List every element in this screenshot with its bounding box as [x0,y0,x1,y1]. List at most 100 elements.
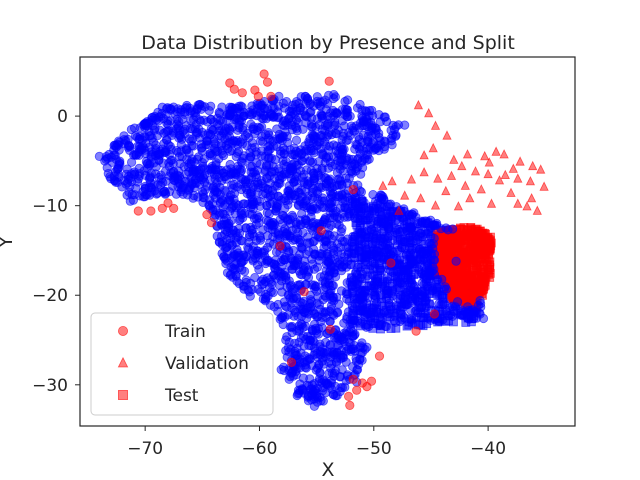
train-point [146,206,156,216]
train-point [307,380,317,390]
train-point [362,381,372,392]
train-point [294,357,305,367]
validation-point [406,174,417,184]
validation-point [494,175,505,185]
train-point [327,295,337,305]
train-point [288,235,298,245]
plot-frame [79,56,576,427]
validation-point [416,193,426,203]
train-point [374,351,385,361]
train-point [275,133,285,143]
train-point [273,227,283,237]
test-point [447,290,457,300]
validation-point [500,169,510,180]
train-point [383,224,394,234]
train-point [124,171,134,181]
validation-point [400,190,410,200]
train-point [232,113,242,124]
train-point [270,220,280,230]
train-point [157,102,167,112]
y-tick-label: −30 [32,376,68,396]
train-point [369,226,380,237]
train-point [299,201,309,211]
train-point [114,172,124,182]
train-point [411,312,421,322]
train-point [211,158,221,168]
train-point [237,265,247,275]
legend-item-test: Test [118,386,199,406]
validation-present-points [378,99,549,215]
validation-point [470,166,481,176]
train-point [226,190,236,200]
train-point [364,154,374,164]
train-point [429,264,439,274]
test-point [441,261,451,271]
train-point [451,256,461,266]
train-point [347,301,357,311]
train-point [333,330,343,340]
train-point [383,232,393,242]
train-point [238,250,248,260]
train-point [281,97,292,107]
train-point [324,76,334,86]
legend-label: Train [164,322,206,342]
train-point [312,262,322,272]
train-point [261,215,272,225]
train-point [231,169,241,180]
train-point [311,281,321,291]
train-point [336,203,346,213]
train-point [322,379,333,389]
train-point [439,299,449,309]
train-point [338,350,348,360]
train-point [322,249,332,259]
train-point [351,353,361,363]
test-point [470,273,479,283]
train-point [309,401,319,411]
train-point [303,191,313,201]
validation-point [483,168,493,179]
train-point [384,298,394,309]
train-point [375,236,385,246]
train-point [169,203,179,213]
train-point [291,135,302,145]
train-present-points [133,69,439,410]
train-point [287,298,297,308]
train-point [345,400,355,410]
train-point [127,157,137,167]
train-point [420,246,430,256]
train-point [139,119,149,129]
train-point [266,91,276,102]
train-point [433,274,443,285]
train-point [362,342,372,352]
train-point [429,309,439,319]
train-point [262,201,272,211]
train-point [357,269,368,279]
train-point [352,279,362,289]
train-point [367,122,377,133]
train-point [275,314,285,324]
train-point [297,172,307,182]
train-point [147,112,157,123]
train-point [206,218,217,228]
train-point [205,130,216,140]
train-point [300,141,310,151]
train-point [355,99,365,110]
train-point [318,97,328,107]
train-point [276,364,286,375]
validation-point [460,180,470,190]
train-point [248,124,258,134]
validation-point [528,160,538,171]
train-point [354,247,364,257]
train-point [338,166,348,176]
train-point [422,218,432,229]
train-point [281,335,291,345]
train-point [356,206,366,216]
train-point [286,357,297,367]
legend-marker [118,325,129,336]
train-point [417,278,427,288]
legend-label: Test [164,386,199,406]
train-point [198,161,208,171]
train-point [281,231,291,241]
train-point [342,155,352,166]
train-point [260,294,271,304]
